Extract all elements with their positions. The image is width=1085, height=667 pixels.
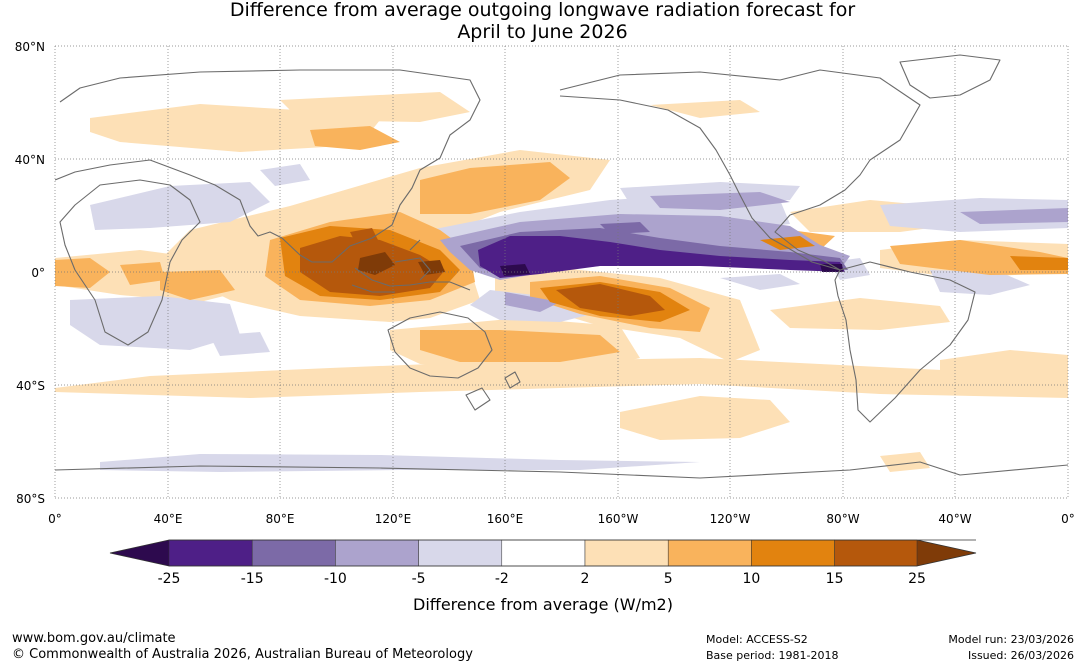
colorbar: -25 -15 -10 -5 -2 2 5 10 15 25 Differenc… bbox=[109, 539, 977, 614]
antarctica-coast bbox=[55, 461, 1068, 479]
coastlines bbox=[55, 54, 1068, 479]
lon-label-160e: 160°E bbox=[487, 512, 524, 526]
colorbar-tick-3: -10 bbox=[324, 571, 347, 587]
north-america-coast bbox=[559, 69, 921, 271]
colorbar-high-arrow bbox=[917, 540, 976, 566]
lon-label-160w: 160°W bbox=[598, 512, 639, 526]
lon-label-0-right: 0° bbox=[1061, 512, 1075, 526]
footer-issued: Issued: 26/03/2026 bbox=[967, 649, 1074, 662]
map-title-line1: Difference from average outgoing longwav… bbox=[229, 0, 856, 21]
colorbar-bin-4 bbox=[418, 539, 503, 567]
colorbar-tick-5: -2 bbox=[495, 571, 509, 587]
colorbar-low-arrow bbox=[110, 540, 169, 566]
eurasia-coast bbox=[55, 69, 481, 263]
colorbar-bin-5 bbox=[501, 539, 586, 567]
colorbar-tick-10: 25 bbox=[908, 571, 926, 587]
lon-label-40e: 40°E bbox=[154, 512, 183, 526]
colorbar-bin-7 bbox=[667, 539, 752, 567]
lon-label-80e: 80°E bbox=[266, 512, 295, 526]
colorbar-tick-2: -15 bbox=[241, 571, 264, 587]
footer-model-run: Model run: 23/03/2026 bbox=[948, 633, 1074, 646]
lon-label-120w: 120°W bbox=[710, 512, 751, 526]
colorbar-tick-7: 5 bbox=[664, 571, 673, 587]
colorbar-bin-8 bbox=[751, 539, 835, 567]
anomaly-neg25-neg15 bbox=[478, 236, 845, 278]
lon-label-80w: 80°W bbox=[826, 512, 859, 526]
colorbar-label: Difference from average (W/m2) bbox=[413, 595, 673, 614]
colorbar-tick-6: 2 bbox=[581, 571, 590, 587]
colorbar-tick-1: -25 bbox=[158, 571, 181, 587]
footer-base-period: Base period: 1981-2018 bbox=[706, 649, 839, 662]
colorbar-bin-2 bbox=[251, 539, 336, 567]
lon-label-0-left: 0° bbox=[48, 512, 62, 526]
map-title-line2: April to June 2026 bbox=[457, 21, 628, 43]
colorbar-bin-9 bbox=[834, 539, 918, 567]
gridlines bbox=[54, 45, 1069, 499]
lat-label-80s: 80°S bbox=[16, 492, 45, 506]
footer-website: www.bom.gov.au/climate bbox=[12, 631, 176, 646]
lat-label-40n: 40°N bbox=[15, 153, 45, 167]
colorbar-tick-9: 15 bbox=[826, 571, 844, 587]
anomaly-field bbox=[55, 92, 1068, 472]
lat-label-40s: 40°S bbox=[16, 379, 45, 393]
australia-coast bbox=[387, 311, 493, 379]
colorbar-bin-1 bbox=[168, 539, 253, 567]
africa-coast bbox=[59, 179, 201, 346]
footer-copyright: © Commonwealth of Australia 2026, Austra… bbox=[12, 647, 473, 662]
lon-label-120e: 120°E bbox=[375, 512, 412, 526]
colorbar-bin-6 bbox=[584, 539, 669, 567]
colorbar-bin-3 bbox=[335, 539, 419, 567]
colorbar-tick-4: -5 bbox=[412, 571, 426, 587]
lat-label-80n: 80°N bbox=[15, 40, 45, 54]
greenland-coast bbox=[899, 54, 1001, 99]
colorbar-outline bbox=[109, 539, 977, 567]
colorbar-tick-8: 10 bbox=[742, 571, 760, 587]
footer-model: Model: ACCESS-S2 bbox=[706, 633, 808, 646]
south-america-coast bbox=[834, 261, 976, 423]
lat-label-0: 0° bbox=[31, 266, 45, 280]
lon-label-40w: 40°W bbox=[938, 512, 971, 526]
maritime-continent-coast bbox=[351, 239, 471, 293]
